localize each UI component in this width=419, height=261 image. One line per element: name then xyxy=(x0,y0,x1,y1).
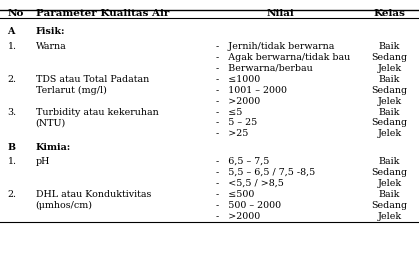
Text: Jelek: Jelek xyxy=(378,212,402,221)
Text: DHL atau Konduktivitas: DHL atau Konduktivitas xyxy=(36,190,151,199)
Text: 1.: 1. xyxy=(8,42,16,51)
Text: Baik: Baik xyxy=(379,42,401,51)
Text: Warna: Warna xyxy=(36,42,66,51)
Text: -   Agak berwarna/tidak bau: - Agak berwarna/tidak bau xyxy=(216,53,350,62)
Text: -   <5,5 / >8,5: - <5,5 / >8,5 xyxy=(216,179,284,188)
Text: -   >25: - >25 xyxy=(216,129,248,138)
Text: TDS atau Total Padatan: TDS atau Total Padatan xyxy=(36,75,149,84)
Text: -   ≤500: - ≤500 xyxy=(216,190,254,199)
Text: (μmhos/cm): (μmhos/cm) xyxy=(36,201,93,210)
Text: Terlarut (mg/l): Terlarut (mg/l) xyxy=(36,86,106,95)
Text: Sedang: Sedang xyxy=(372,53,408,62)
Text: Jelek: Jelek xyxy=(378,179,402,188)
Text: No: No xyxy=(8,9,24,18)
Text: Baik: Baik xyxy=(379,157,401,166)
Text: 2.: 2. xyxy=(8,75,16,84)
Text: -   6,5 – 7,5: - 6,5 – 7,5 xyxy=(216,157,269,166)
Text: pH: pH xyxy=(36,157,50,166)
Text: Sedang: Sedang xyxy=(372,86,408,94)
Text: Jelek: Jelek xyxy=(378,97,402,105)
Text: -   500 – 2000: - 500 – 2000 xyxy=(216,201,281,210)
Text: -   Berwarna/berbau: - Berwarna/berbau xyxy=(216,64,313,73)
Text: 3.: 3. xyxy=(8,108,17,116)
Text: 2.: 2. xyxy=(8,190,16,199)
Text: Parameter Kualitas Air: Parameter Kualitas Air xyxy=(36,9,169,18)
Text: Nilai: Nilai xyxy=(267,9,295,18)
Text: Baik: Baik xyxy=(379,190,401,199)
Text: Sedang: Sedang xyxy=(372,168,408,177)
Text: -   5 – 25: - 5 – 25 xyxy=(216,118,257,127)
Text: A: A xyxy=(8,27,15,36)
Text: -   ≤1000: - ≤1000 xyxy=(216,75,260,84)
Text: -   >2000: - >2000 xyxy=(216,97,260,105)
Text: Kimia:: Kimia: xyxy=(36,143,71,152)
Text: Turbidity atau kekeruhan: Turbidity atau kekeruhan xyxy=(36,108,158,116)
Text: B: B xyxy=(8,143,16,152)
Text: Kelas: Kelas xyxy=(374,9,406,18)
Text: (NTU): (NTU) xyxy=(36,118,66,127)
Text: Baik: Baik xyxy=(379,75,401,84)
Text: -   >2000: - >2000 xyxy=(216,212,260,221)
Text: Fisik:: Fisik: xyxy=(36,27,65,36)
Text: Jelek: Jelek xyxy=(378,129,402,138)
Text: Sedang: Sedang xyxy=(372,201,408,210)
Text: -   ≤5: - ≤5 xyxy=(216,108,242,116)
Text: Jelek: Jelek xyxy=(378,64,402,73)
Text: Baik: Baik xyxy=(379,108,401,116)
Text: -   1001 – 2000: - 1001 – 2000 xyxy=(216,86,287,94)
Text: -   5,5 – 6,5 / 7,5 -8,5: - 5,5 – 6,5 / 7,5 -8,5 xyxy=(216,168,315,177)
Text: 1.: 1. xyxy=(8,157,16,166)
Text: -   Jernih/tidak berwarna: - Jernih/tidak berwarna xyxy=(216,42,334,51)
Text: Sedang: Sedang xyxy=(372,118,408,127)
